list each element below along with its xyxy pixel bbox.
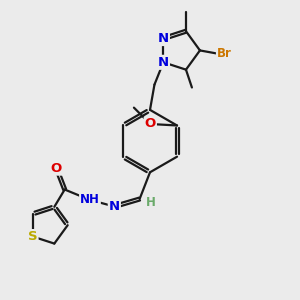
Text: N: N bbox=[109, 200, 120, 213]
Text: N: N bbox=[158, 32, 169, 45]
Text: S: S bbox=[28, 230, 38, 243]
Text: Br: Br bbox=[217, 47, 232, 60]
Text: O: O bbox=[145, 118, 156, 130]
Text: NH: NH bbox=[80, 194, 100, 206]
Text: N: N bbox=[158, 56, 169, 69]
Text: H: H bbox=[146, 196, 156, 208]
Text: O: O bbox=[51, 162, 62, 175]
